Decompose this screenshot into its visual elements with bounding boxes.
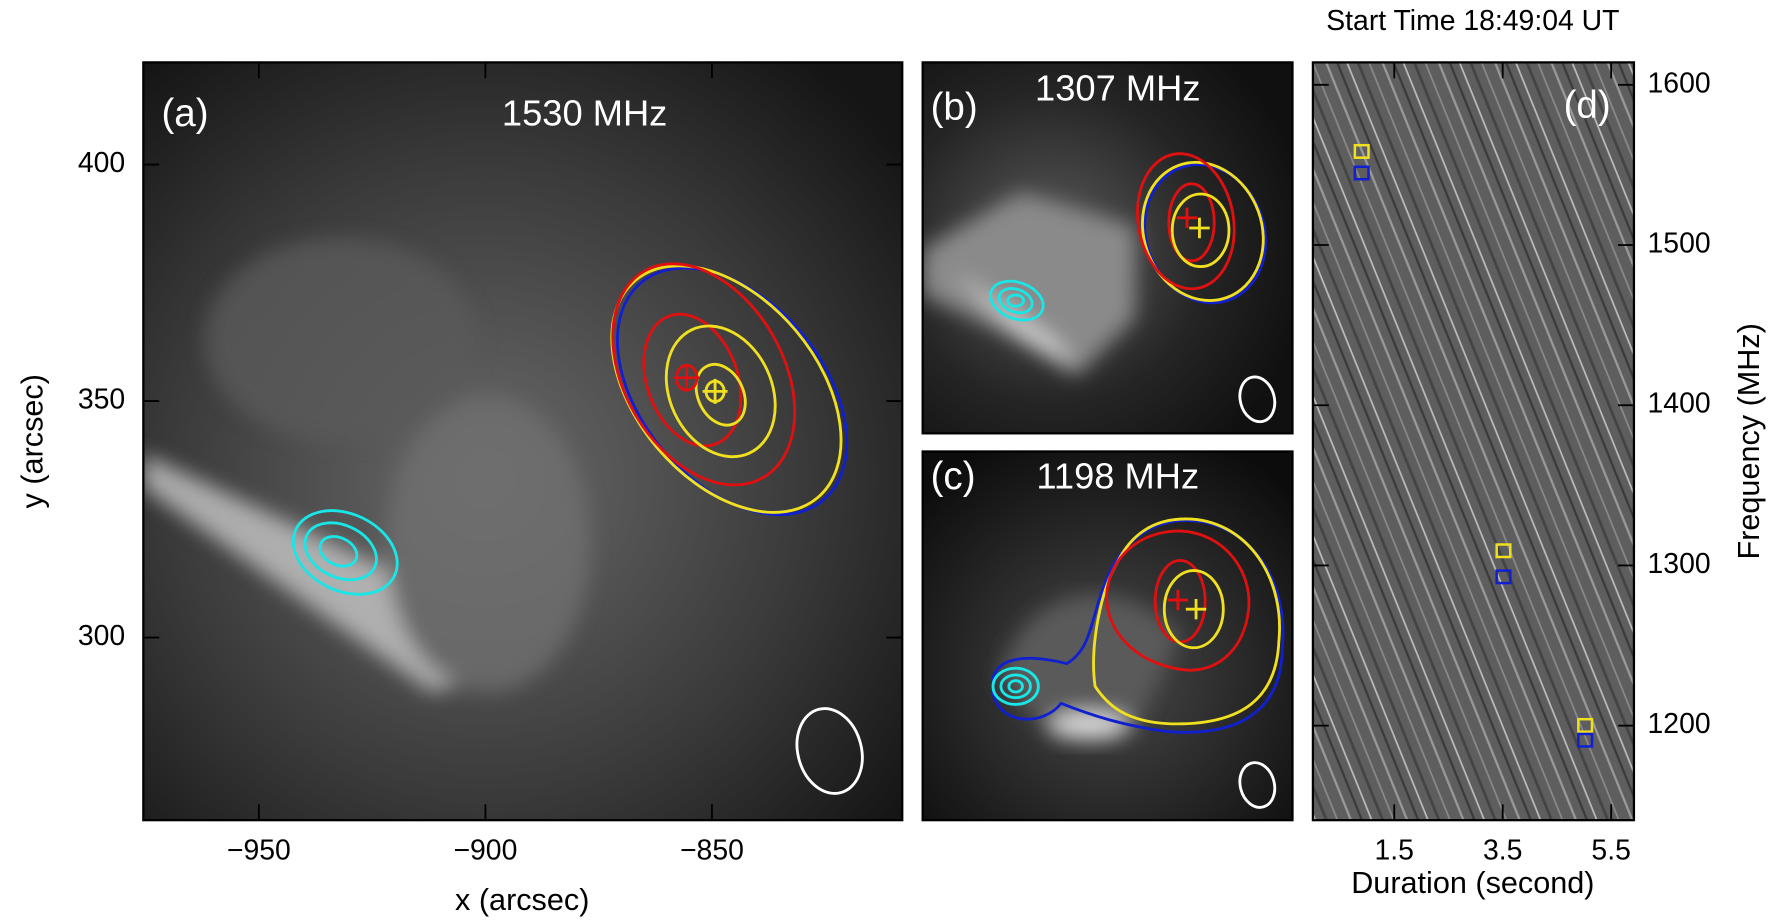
- y-tick-label: 1600: [1648, 67, 1711, 99]
- y-axis-label: y (arcsec): [16, 374, 50, 508]
- y-tick-label: 400: [78, 147, 125, 179]
- panel-b-frame: [921, 61, 1294, 435]
- panel-b-image: [922, 62, 1293, 434]
- x-axis-label: Duration (second): [1351, 866, 1594, 900]
- y-tick-label: 1300: [1648, 548, 1711, 580]
- panel-d-spectrum: [1312, 62, 1634, 821]
- x-tick-label: −900: [453, 834, 517, 866]
- panel-label: (c): [931, 455, 976, 498]
- y-tick-label: 300: [78, 620, 125, 652]
- x-tick-label: 1.5: [1375, 834, 1414, 866]
- panel-title: 1198 MHz: [1036, 455, 1199, 496]
- y-tick-label: 1200: [1648, 708, 1711, 740]
- panel-c-image: [922, 451, 1293, 821]
- x-tick-label: −850: [680, 834, 744, 866]
- panel-a-image: [143, 62, 903, 821]
- panel-a-frame: [142, 61, 904, 822]
- y-axis-label: Frequency (MHz): [1732, 323, 1766, 559]
- x-tick-label: −950: [227, 834, 291, 866]
- x-tick-label: 5.5: [1591, 834, 1630, 866]
- panel-title: Start Time 18:49:04 UT: [1326, 5, 1619, 37]
- x-tick-label: 3.5: [1483, 834, 1522, 866]
- panel-label: (b): [931, 86, 978, 129]
- panel-label: (a): [161, 92, 208, 135]
- x-axis-label: x (arcsec): [455, 883, 589, 917]
- panel-title: 1307 MHz: [1035, 67, 1200, 108]
- y-tick-label: 1400: [1648, 388, 1711, 420]
- panel-c-frame: [921, 450, 1294, 822]
- y-tick-label: 350: [78, 384, 125, 416]
- y-tick-label: 1500: [1648, 228, 1711, 260]
- panel-d-frame: [1311, 61, 1636, 822]
- panel-title: 1530 MHz: [502, 92, 667, 133]
- panel-label: (d): [1564, 84, 1611, 127]
